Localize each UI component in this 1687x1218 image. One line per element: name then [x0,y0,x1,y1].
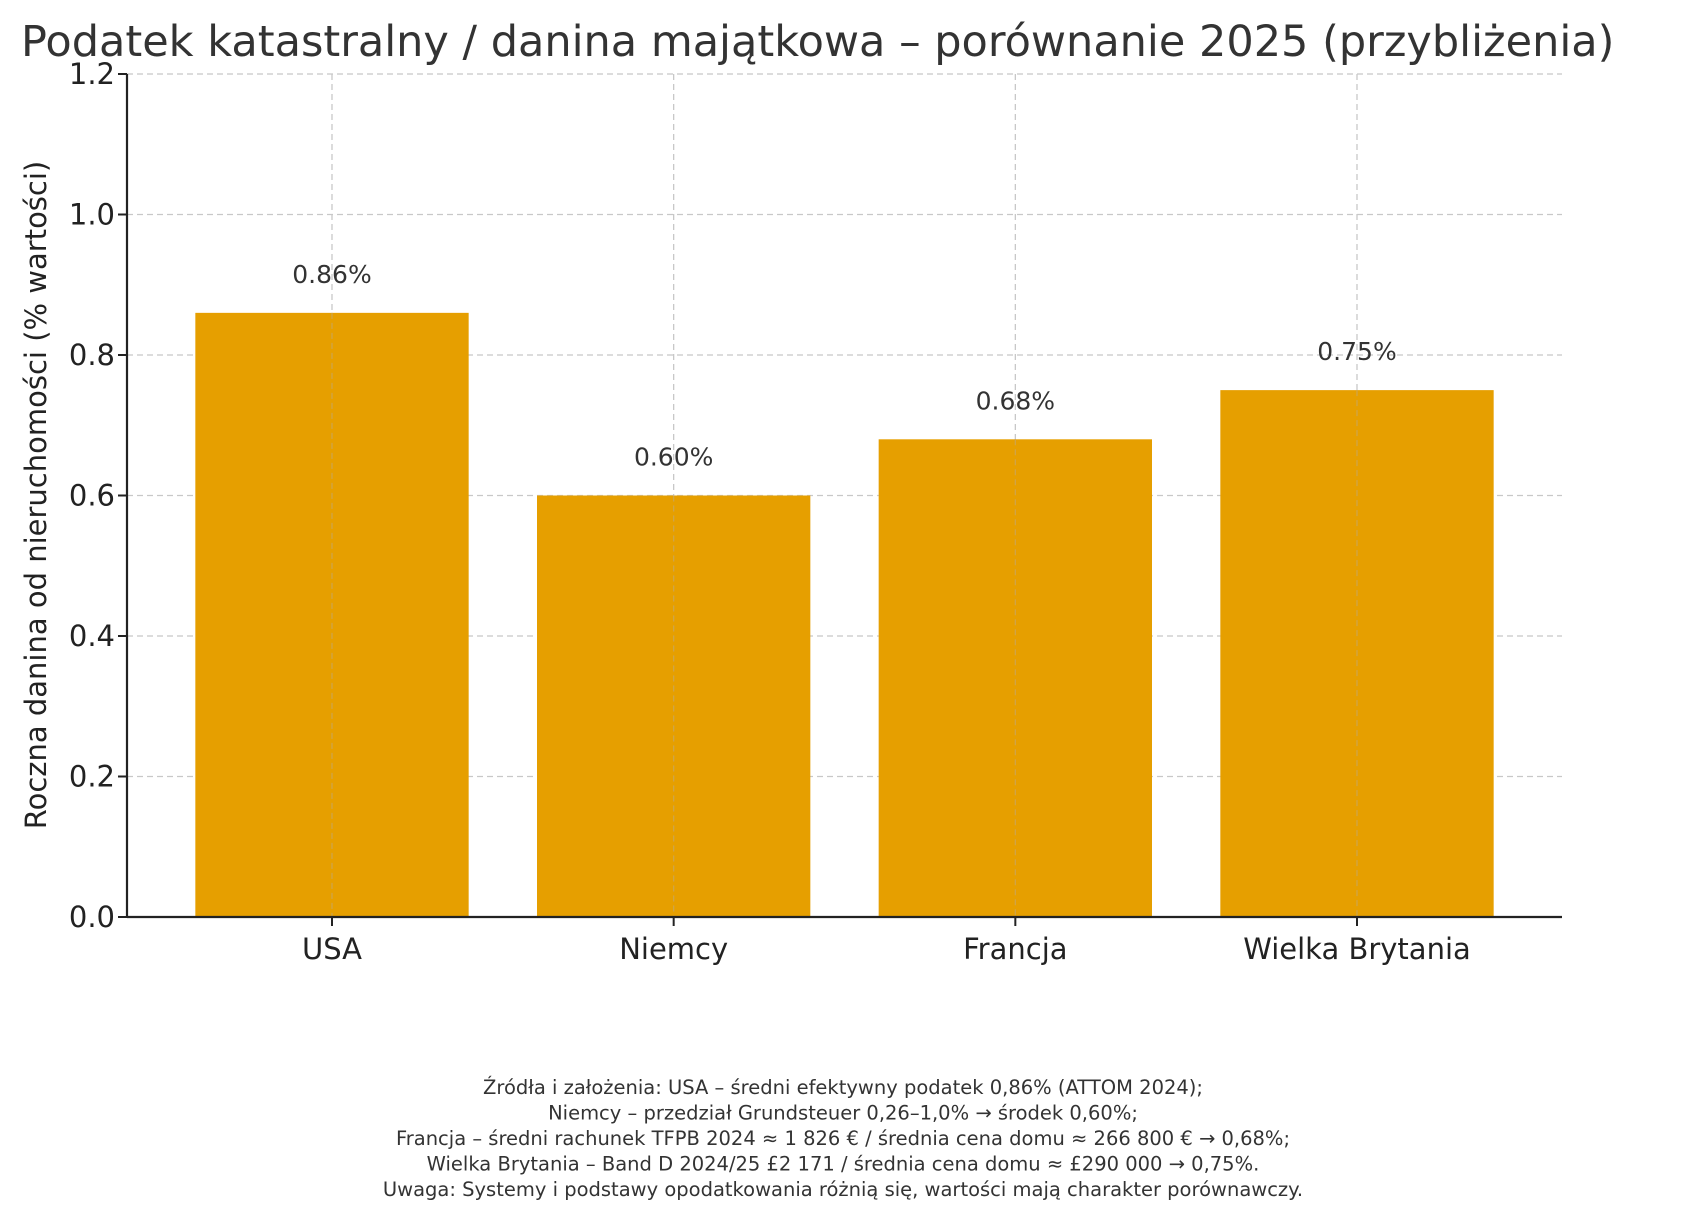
x-tick-label: Niemcy [619,932,728,966]
axes [118,73,1562,926]
footnote-line: Źródła i założenia: USA – średni efektyw… [483,1076,1203,1099]
x-tick-label: USA [302,932,362,966]
footnote-line: Wielka Brytania – Band D 2024/25 £2 171 … [427,1153,1260,1176]
bar-francja [878,439,1152,917]
x-tick-label: Francja [963,932,1067,966]
footnote-line: Niemcy – przedział Grundsteuer 0,26–1,0%… [548,1102,1138,1125]
y-tick-label: 0.4 [69,619,115,653]
y-tick-label: 0.8 [69,338,115,372]
y-tick-label: 0.2 [69,760,115,794]
y-tick-label: 1.2 [69,57,115,91]
y-tick-label: 0.0 [69,900,115,934]
x-tick-label: Wielka Brytania [1243,932,1471,966]
y-axis-label: Roczna danina od nieruchomości (% wartoś… [19,161,53,830]
data-label: 0.86% [292,260,371,289]
y-tick-label: 1.0 [69,198,115,232]
footnote: Źródła i założenia: USA – średni efektyw… [383,1076,1303,1201]
data-label: 0.68% [976,386,1055,415]
y-tick-label: 0.6 [69,479,115,513]
labels: 0.0 0.2 0.4 0.6 0.8 1.0 1.2 USA 0.86% Niemcy 0.60%… [69,57,1471,966]
data-label: 0.75% [1317,337,1396,366]
footnote-line: Francja – średni rachunek TFPB 2024 ≈ 1 … [396,1127,1290,1150]
chart-title: Podatek katastralny / danina majątkowa –… [21,17,1614,67]
data-label: 0.60% [634,443,713,472]
bars [195,312,1494,918]
footnote-line: Uwaga: Systemy i podstawy opodatkowania … [383,1178,1303,1201]
